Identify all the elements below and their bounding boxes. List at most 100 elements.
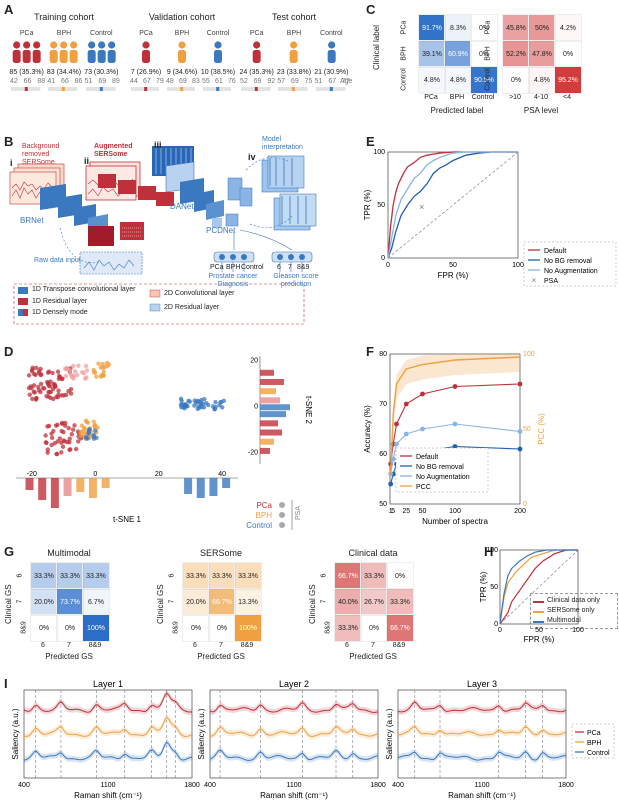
g-ylabel: Clinical GS [156, 584, 165, 624]
matrix-cell: 33.3% [30, 562, 58, 590]
tsne-point-pca [43, 433, 48, 438]
x-tick: 100 [449, 508, 461, 515]
cohort-title: Training cohort [34, 12, 94, 22]
age-median-mark [144, 87, 148, 91]
tsne-point-pca [52, 382, 57, 387]
matrix-cell: 6.7% [82, 588, 110, 616]
panel-e-roc: × 0 50 100 0 50 100 FPR (%) TPR (%) Default No BG … [363, 149, 617, 287]
legend-2d-residual: 2D Residual layer [164, 304, 220, 311]
layer-title: Layer 1 [93, 679, 123, 689]
age-range-bar [203, 87, 231, 91]
c-ylabel: Clinical label [372, 25, 381, 70]
legend-box [395, 447, 489, 493]
group-count: 9 (34.6%) [166, 69, 198, 76]
legend-label: Control [587, 750, 610, 757]
tsne-point-pca [66, 425, 71, 431]
x-tick: 20 [155, 471, 163, 478]
tsne-point-pca [55, 369, 61, 374]
matrix-cell: 33.3% [82, 562, 110, 590]
person-icon [107, 41, 115, 49]
legend-line [533, 621, 544, 623]
matrix-cell: 100% [82, 614, 110, 642]
roc-curve-0 [499, 549, 578, 625]
group-count: 10 (38.5%) [200, 69, 236, 76]
tsne-point-control [186, 398, 191, 404]
roc-curve-2 [387, 151, 518, 259]
age-range-bar [11, 87, 41, 91]
saliency-line [397, 701, 567, 713]
hist-bar [101, 478, 110, 488]
tsne-legend-dot [279, 522, 285, 528]
age-tick: 86 [74, 78, 83, 85]
x-tick: 100 [512, 262, 524, 269]
roc-curve-1 [499, 549, 578, 625]
group-count: 21 (30.9%) [314, 69, 349, 76]
augmented-label: Augmented SERSome [94, 143, 133, 158]
matrix-cell: 20.0% [182, 588, 210, 616]
age-tick: 41 [47, 78, 56, 85]
hist-bar [38, 478, 47, 500]
age-tick: 67 [143, 78, 151, 85]
tsne-point-pca [59, 450, 64, 455]
hist-bar [260, 397, 280, 404]
x-tick: 5 [391, 508, 395, 515]
matrix-cell: 90.5% [470, 66, 498, 94]
out-g6: 6 [277, 264, 281, 271]
group-label: PCa [249, 30, 264, 37]
x-tick: 1100 [100, 782, 115, 789]
tsne-point-pca [66, 388, 71, 394]
layer-title: Layer 2 [279, 679, 309, 689]
tsne-point-bph [81, 426, 87, 432]
plot-frame [23, 689, 193, 779]
tsne-point-control [201, 405, 207, 410]
person-icon [59, 50, 68, 63]
matrix-cell: 45.8% [502, 14, 530, 42]
matrix-cell: 91.7% [418, 14, 446, 42]
tsne-point-bph [104, 360, 110, 366]
legend-box [571, 723, 615, 759]
person-icons [87, 41, 116, 63]
tsne-point-pca [68, 447, 73, 452]
matrix-cell: 0% [30, 614, 58, 642]
panel-letter-h: H [484, 544, 494, 559]
tsne-point-pca [45, 447, 50, 452]
plot-frame [397, 689, 567, 779]
cohort-title: Test cohort [271, 12, 317, 22]
i-ylabel: Saliency (a.u.) [11, 708, 20, 759]
person-icon [49, 50, 58, 63]
step-ii: ii [84, 156, 90, 166]
person-icons [12, 41, 41, 63]
tsne-point-pca [36, 387, 42, 393]
x-tick: 50 [419, 508, 427, 515]
x-tick: 0 [498, 627, 502, 634]
age-tick: 89 [112, 78, 120, 85]
tsne-xlabel: t-SNE 1 [113, 515, 142, 524]
matrix-title: Clinical data [348, 548, 398, 558]
hist-bar [260, 404, 290, 411]
col-label: 7 [67, 642, 71, 649]
layer-title: Layer 3 [467, 679, 497, 689]
person-icon [97, 41, 105, 49]
group-count: 83 (34.4%) [46, 69, 82, 76]
tsne-point-pca [40, 385, 46, 391]
group-label: BPH [286, 30, 302, 37]
person-icon [22, 50, 31, 63]
g-xlabel: Predicted GS [349, 652, 397, 661]
row-label: PCa [400, 20, 408, 35]
person-icon [33, 41, 41, 49]
series-point [420, 391, 425, 397]
tsne-point-pca [65, 439, 70, 445]
row-label: Control [400, 68, 408, 91]
person-icon [97, 50, 106, 63]
tsne-point-bph [92, 425, 98, 430]
person-icon [60, 41, 68, 49]
age-tick: 69 [291, 78, 299, 85]
g-ylabel: Clinical GS [308, 584, 317, 624]
i-xlabel: Raman shift (cm⁻¹) [448, 791, 516, 800]
matrix-cell: 0% [470, 14, 498, 42]
y-tick: -20 [248, 450, 258, 457]
x-tick: 50 [449, 262, 457, 269]
tsne-point-control [213, 399, 218, 405]
person-icon [87, 50, 96, 63]
panel-letter-c: C [366, 2, 376, 17]
